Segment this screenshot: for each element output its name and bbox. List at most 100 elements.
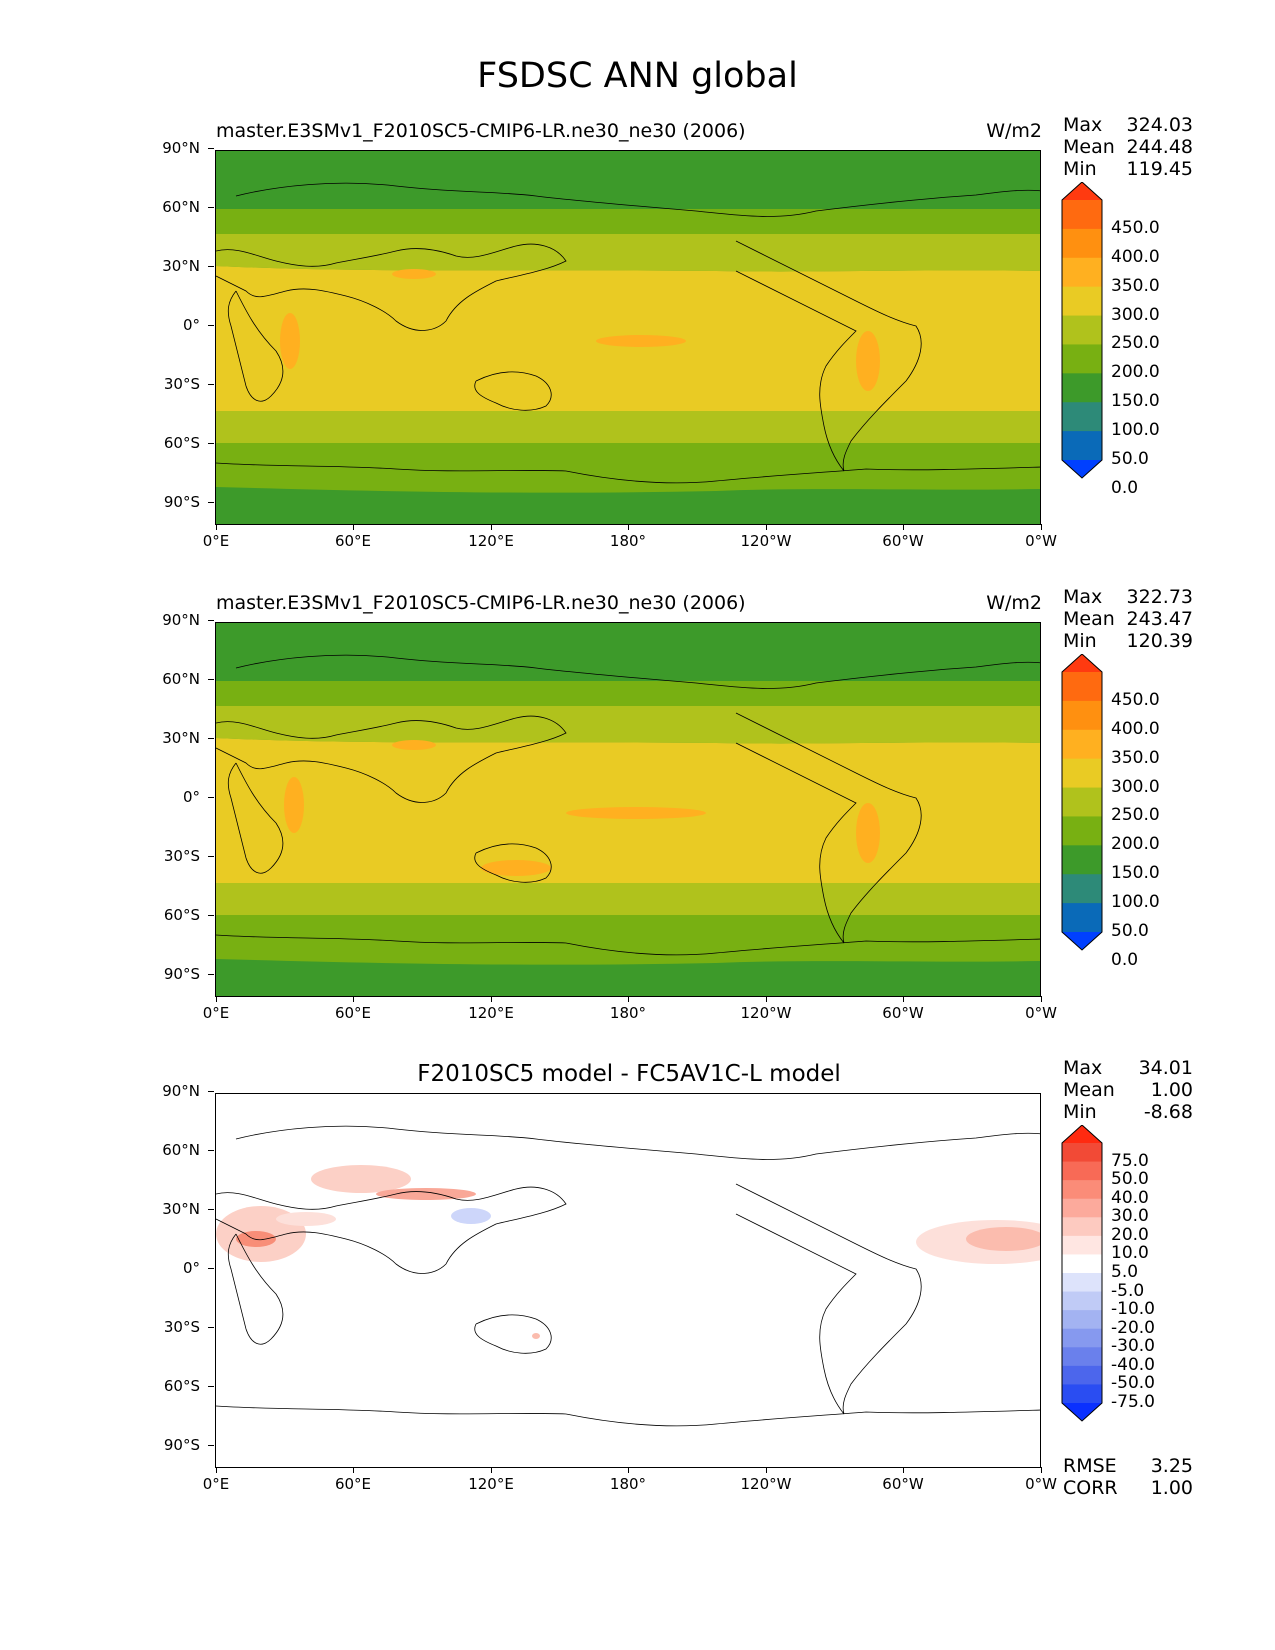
lat-tick: 90°N [148, 139, 214, 157]
colorbar-extend-min [1062, 460, 1102, 478]
diff-arabia [276, 1212, 336, 1226]
lat-tick: 0° [148, 1259, 214, 1277]
band-nh-mid [216, 681, 1040, 706]
colorbar-tick-label: -50.0 [1111, 1373, 1155, 1394]
lon-tick: 120°E [451, 1467, 531, 1493]
colorbar-tick-label: 5.0 [1111, 1262, 1139, 1282]
lat-tick: 60°S [148, 1377, 214, 1395]
min-value: 120.39 [1126, 630, 1193, 652]
min-value: -8.68 [1143, 1101, 1193, 1123]
colorbar-tick-label: -20.0 [1111, 1317, 1155, 1338]
colorbar-tick-label: -5.0 [1111, 1280, 1145, 1301]
stats-box: Max 34.01 Mean 1.00 Min -8.68 [1063, 1057, 1193, 1123]
difference-panel: F2010SC5 model - FC5AV1C-L model 90 [0, 1057, 1275, 1503]
lon-tick: 0°W [1001, 1467, 1081, 1493]
lat-tick: 90°S [148, 965, 214, 983]
colorbar-outline [1061, 182, 1103, 479]
colorbar-outline [1061, 654, 1103, 951]
high-africa [284, 777, 304, 833]
colorbar [1061, 654, 1103, 951]
colorbar-segment [1062, 1291, 1102, 1311]
lon-tick: 180° [588, 1467, 668, 1493]
lon-tick: 0°W [1001, 524, 1081, 550]
colorbar-segment [1062, 903, 1102, 933]
colorbar-tick-label: -75.0 [1111, 1392, 1155, 1412]
colorbar-segment [1062, 431, 1102, 461]
high-andes [856, 803, 880, 863]
lat-tick: 0° [148, 788, 214, 806]
colorbar-tick-label: 50.0 [1111, 449, 1149, 469]
metrics-box: RMSE 3.25 CORR 1.00 [1063, 1455, 1193, 1499]
lat-tick: 30°S [148, 847, 214, 865]
max-value: 34.01 [1138, 1057, 1193, 1079]
high-maritime [481, 860, 551, 876]
stats-box: Max 322.73 Mean 243.47 Min 120.39 [1063, 586, 1193, 652]
corr-value: 1.00 [1150, 1477, 1193, 1499]
colorbar-segment [1062, 816, 1102, 846]
background [216, 1094, 1040, 1467]
mean-label: Mean [1063, 136, 1115, 158]
lon-tick: 60°E [313, 1467, 393, 1493]
lon-tick: 120°E [451, 996, 531, 1022]
lon-tick: 0°E [176, 1467, 256, 1493]
colorbar-extend-max [1062, 1125, 1102, 1143]
max-label: Max [1063, 1057, 1103, 1079]
colorbar-tick-label: 100.0 [1111, 420, 1160, 441]
colorbar-tick-label: 75.0 [1111, 1150, 1149, 1171]
units-label: W/m2 [986, 120, 1042, 142]
colorbar-extend-max [1062, 182, 1102, 200]
colorbar-segment [1062, 257, 1102, 288]
lat-tick: 60°N [148, 1141, 214, 1159]
lat-tick: 30°N [148, 1200, 214, 1218]
contour-map [216, 623, 1040, 996]
map-plot [215, 622, 1041, 997]
colorbar-segment [1062, 1198, 1102, 1218]
diff-himalaya [376, 1188, 476, 1200]
colorbar-tick-label: 10.0 [1111, 1243, 1149, 1264]
panel-title: master.E3SMv1_F2010SC5-CMIP6-LR.ne30_ne3… [216, 120, 746, 142]
band-sh-subtrop [216, 883, 1040, 915]
lon-tick: 180° [588, 524, 668, 550]
contour-map [216, 1094, 1040, 1467]
lat-tick: 60°S [148, 434, 214, 452]
band-sh-mid [216, 443, 1040, 493]
lat-tick: 60°S [148, 906, 214, 924]
colorbar-segment [1062, 700, 1102, 731]
colorbar-segment [1062, 672, 1102, 702]
min-label: Min [1063, 630, 1097, 652]
colorbar-segment [1062, 1384, 1102, 1404]
mean-label: Mean [1063, 608, 1115, 630]
colorbar-segment [1062, 1235, 1102, 1255]
min-label: Min [1063, 158, 1097, 180]
lat-tick: 90°S [148, 1436, 214, 1454]
mean-label: Mean [1063, 1079, 1115, 1101]
colorbar-tick-label: 450.0 [1111, 689, 1160, 710]
colorbar-tick-label: 300.0 [1111, 776, 1160, 797]
lat-tick: 30°S [148, 375, 214, 393]
mean-value: 244.48 [1126, 136, 1193, 158]
colorbar-segment [1062, 758, 1102, 789]
colorbar-tick-label: -30.0 [1111, 1336, 1155, 1357]
colorbar-segment [1062, 200, 1102, 230]
high-pacific [566, 807, 706, 819]
colorbar-outline [1061, 1125, 1103, 1422]
rmse-value: 3.25 [1150, 1455, 1193, 1477]
colorbar-tick-label: 40.0 [1111, 1187, 1149, 1208]
colorbar-tick-label: 150.0 [1111, 863, 1160, 884]
colorbar-tick-label: 150.0 [1111, 391, 1160, 412]
colorbar-tick-label: 20.0 [1111, 1224, 1149, 1245]
lat-tick: 30°N [148, 257, 214, 275]
colorbar-extend-min [1062, 1403, 1102, 1421]
colorbar-tick-label: 400.0 [1111, 718, 1160, 739]
colorbar-segment [1062, 1328, 1102, 1348]
colorbar-tick-label: 0.0 [1111, 477, 1139, 498]
mean-value: 243.47 [1126, 608, 1193, 630]
model-panel-1: master.E3SMv1_F2010SC5-CMIP6-LR.ne30_ne3… [0, 114, 1275, 560]
stats-box: Max 324.03 Mean 244.48 Min 119.45 [1063, 114, 1193, 180]
colorbar-tick-label: 0.0 [1111, 949, 1139, 970]
colorbar-segment [1062, 787, 1102, 817]
max-value: 324.03 [1126, 114, 1193, 136]
colorbar-segment [1062, 1347, 1102, 1367]
lon-tick: 0°E [176, 524, 256, 550]
lon-tick: 0°W [1001, 996, 1081, 1022]
